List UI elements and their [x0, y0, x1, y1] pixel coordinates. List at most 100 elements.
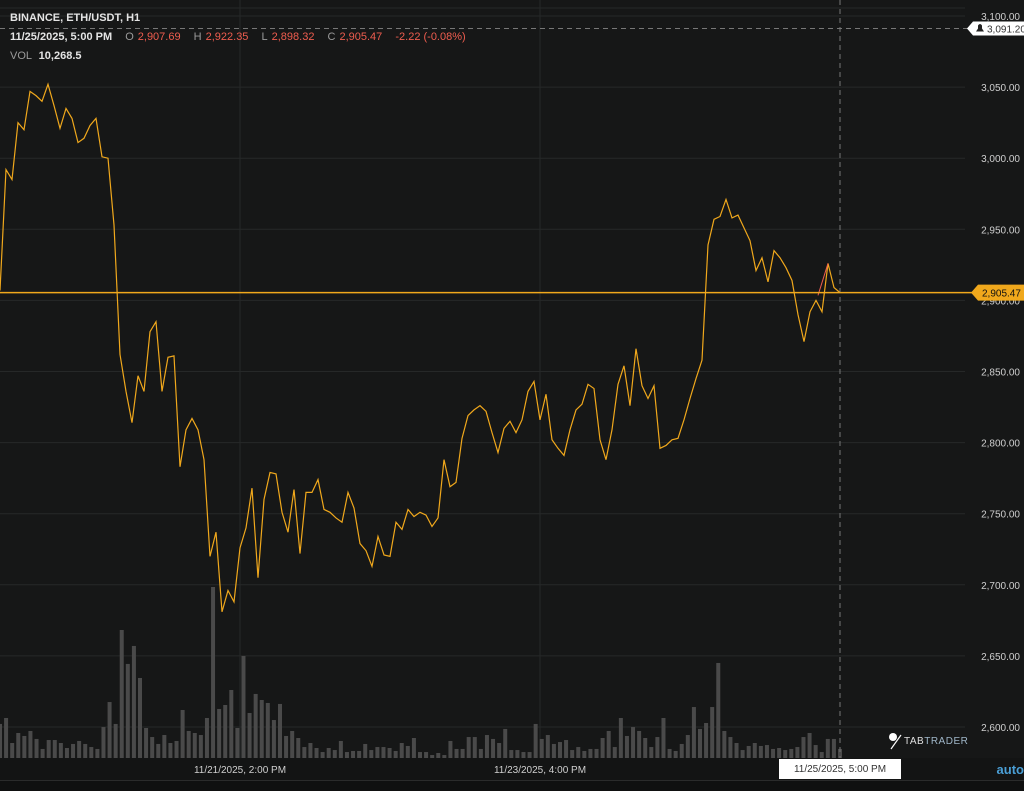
volume-bar — [704, 722, 709, 758]
auto-scale-button[interactable]: auto — [996, 762, 1024, 777]
volume-bar — [363, 743, 368, 758]
volume-bar — [807, 732, 812, 758]
volume-bar — [369, 750, 374, 758]
volume-bar — [436, 752, 441, 758]
volume-bar — [83, 743, 88, 758]
volume-bar — [564, 740, 569, 758]
volume-bar — [186, 730, 191, 758]
volume-bar — [752, 742, 757, 758]
volume-bar — [448, 740, 453, 758]
volume-bar — [174, 740, 179, 758]
volume-bar — [217, 708, 222, 758]
volume-bar — [740, 750, 745, 758]
volume-bar — [582, 750, 587, 758]
volume-bar — [454, 748, 459, 758]
volume-bar — [16, 732, 21, 758]
crosshair-time-label: 11/25/2025, 5:00 PM — [779, 759, 901, 779]
volume-bar — [375, 747, 380, 758]
tabtrader-logo: TAB TRADER — [888, 732, 968, 750]
y-tick-label: 3,100.00 — [981, 12, 1020, 23]
volume-bar — [819, 752, 824, 758]
volume-bar — [113, 723, 118, 758]
volume-bar — [728, 737, 733, 758]
volume-bar — [77, 740, 82, 758]
volume-bar — [271, 720, 276, 758]
volume-bar — [521, 752, 526, 758]
volume-bar — [150, 737, 155, 758]
volume-bar — [679, 743, 684, 758]
volume-bar — [138, 677, 142, 758]
volume-bar — [235, 727, 240, 758]
volume-bar — [777, 747, 782, 758]
volume-bar — [710, 707, 715, 758]
volume-bar — [643, 737, 648, 758]
volume-bar — [101, 727, 106, 758]
volume-bar — [290, 730, 295, 758]
volume-bar — [399, 742, 404, 758]
volume-bar — [192, 732, 197, 758]
volume-bar — [22, 735, 27, 758]
volume-bar — [58, 742, 63, 758]
volume-bar — [795, 747, 800, 758]
volume-bar — [119, 629, 124, 758]
volume-bar — [387, 747, 392, 758]
last-price-box — [971, 284, 1024, 301]
bell-icon — [976, 24, 984, 32]
last-price-label: 2,905.47 — [982, 289, 1021, 300]
volume-bar — [144, 727, 149, 758]
volume-bar — [576, 747, 581, 758]
volume-bar — [545, 735, 550, 758]
volume-bar — [758, 745, 763, 758]
close-value: 2,905.47 — [339, 31, 383, 43]
volume-bar — [661, 717, 666, 758]
volume-bar — [515, 750, 520, 758]
volume-bar — [612, 747, 617, 758]
volume-bar — [667, 748, 672, 758]
volume-bar — [722, 730, 727, 758]
volume-bar — [472, 737, 477, 758]
volume-bar — [0, 723, 2, 758]
volume-bar — [107, 702, 112, 758]
volume-bar — [503, 728, 508, 758]
volume-bar — [40, 748, 45, 758]
volume-value: 10,268.5 — [38, 50, 82, 62]
volume-bar — [71, 743, 76, 758]
volume-bar — [637, 730, 642, 758]
volume-bar — [180, 710, 185, 758]
volume-bar — [326, 747, 331, 758]
volume-bar — [497, 742, 502, 758]
volume-bar — [156, 743, 161, 758]
volume-bar — [764, 745, 769, 758]
ohlc-readout: 11/25/2025, 5:00 PM O 2,907.69 H 2,922.35 … — [10, 31, 466, 43]
volume-bar — [460, 748, 465, 758]
volume-bar — [314, 747, 319, 758]
crosshair-price-label: 3,091.20 — [987, 25, 1024, 36]
volume-bar — [10, 742, 15, 758]
volume-bar — [746, 745, 751, 758]
volume-bar — [418, 752, 422, 758]
volume-bar — [691, 707, 696, 758]
volume-bar — [600, 737, 605, 758]
volume-bar — [162, 735, 167, 758]
y-tick-label: 2,800.00 — [981, 439, 1020, 450]
volume-bar — [381, 747, 386, 758]
volume-bar — [204, 717, 209, 758]
volume-bar — [801, 737, 806, 758]
volume-bar — [393, 750, 398, 758]
logo-icon — [889, 733, 902, 750]
volume-bar — [539, 738, 544, 758]
volume-bar — [46, 740, 51, 758]
volume-bar — [655, 737, 660, 758]
volume-bar — [551, 743, 556, 758]
volume-bar — [673, 750, 678, 758]
volume-bar — [253, 693, 258, 758]
volume-bar — [284, 735, 289, 758]
volume-bar — [131, 645, 136, 758]
volume-bar — [332, 750, 337, 758]
y-tick-label: 2,700.00 — [981, 581, 1020, 592]
y-tick-label: 2,650.00 — [981, 652, 1020, 663]
volume-bar — [95, 748, 100, 758]
open-value: 2,907.69 — [137, 31, 181, 43]
